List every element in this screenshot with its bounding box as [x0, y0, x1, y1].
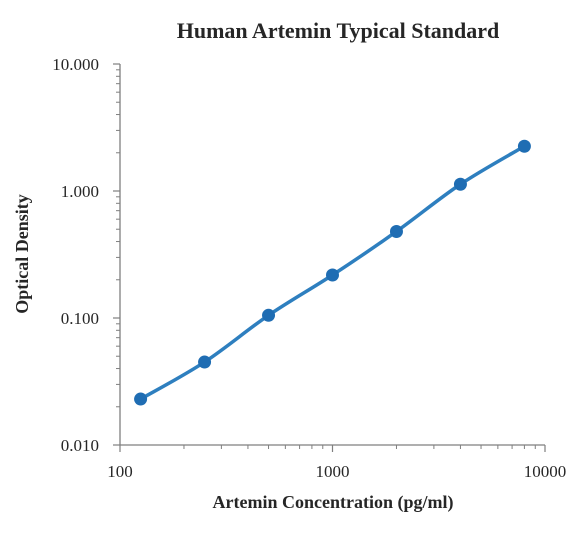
x-axis-ticks: 100 1000 10000: [107, 445, 566, 481]
chart-title: Human Artemin Typical Standard: [177, 18, 500, 43]
series-layer: [134, 139, 531, 406]
data-point: [198, 355, 212, 369]
y-tick-label: 0.010: [61, 436, 99, 455]
x-tick-label: 10000: [524, 462, 567, 481]
y-tick-label: 1.000: [61, 182, 99, 201]
data-point: [389, 224, 403, 238]
y-tick-label: 10.000: [52, 55, 99, 74]
y-axis-ticks: 0.010 0.100 1.000 10.000: [52, 55, 120, 455]
data-point: [517, 139, 531, 153]
y-axis-label: Optical Density: [12, 194, 32, 314]
y-tick-label: 0.100: [61, 309, 99, 328]
data-point: [134, 392, 148, 406]
data-point: [326, 268, 339, 282]
x-tick-label: 1000: [316, 462, 350, 481]
data-point: [453, 177, 467, 191]
data-point: [262, 308, 276, 322]
x-axis-label: Artemin Concentration (pg/ml): [213, 492, 454, 513]
axes: [119, 64, 545, 446]
x-tick-label: 100: [107, 462, 133, 481]
